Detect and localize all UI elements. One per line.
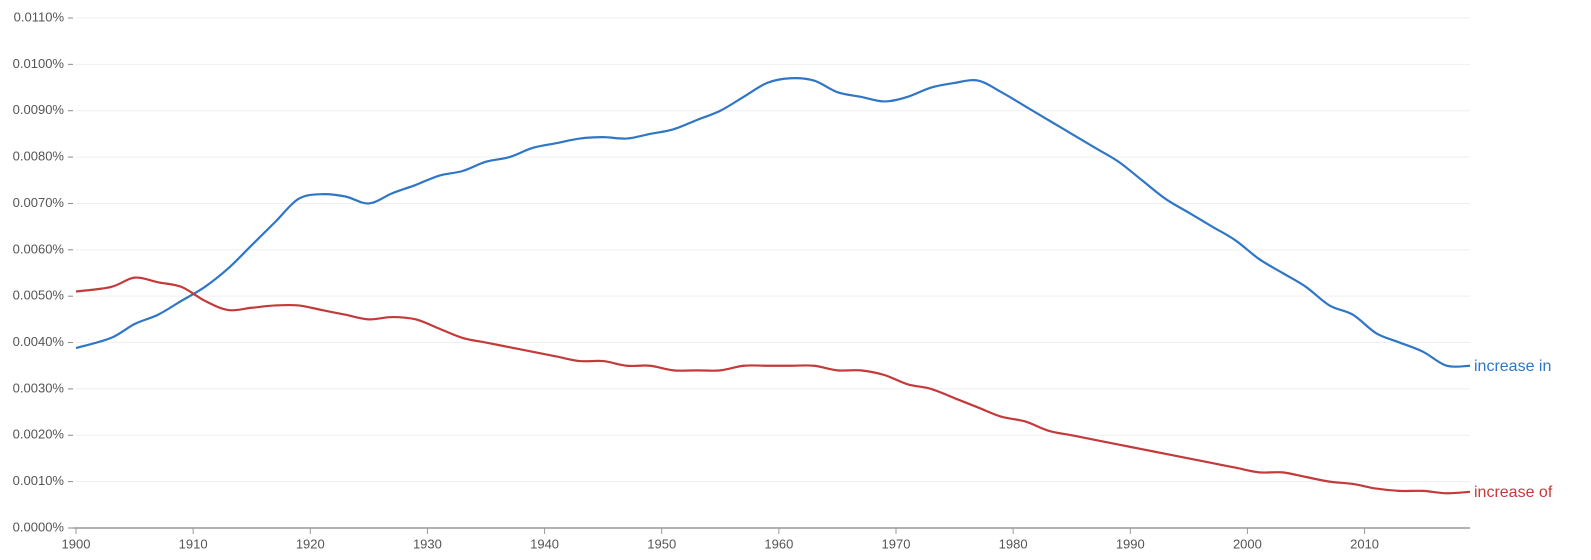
x-tick-label: 1990	[1116, 536, 1145, 551]
y-tick-label: 0.0020%	[13, 427, 65, 442]
y-tick-label: 0.0070%	[13, 195, 65, 210]
y-tick-label: 0.0040%	[13, 334, 65, 349]
x-tick-label: 1980	[999, 536, 1028, 551]
y-tick-label: 0.0110%	[14, 9, 65, 24]
x-tick-label: 1900	[62, 536, 91, 551]
x-tick-label: 1920	[296, 536, 325, 551]
series-label: increase in	[1474, 358, 1551, 375]
y-tick-label: 0.0060%	[13, 241, 65, 256]
y-tick-label: 0.0050%	[13, 288, 65, 303]
y-tick-label: 0.0010%	[13, 473, 65, 488]
x-tick-label: 2010	[1350, 536, 1379, 551]
x-tick-label: 1970	[882, 536, 911, 551]
x-tick-label: 1960	[764, 536, 793, 551]
series-line	[75, 77, 1471, 368]
y-tick-label: 0.0000%	[13, 519, 65, 534]
x-tick-label: 2000	[1233, 536, 1262, 551]
x-tick-label: 1910	[179, 536, 208, 551]
series-line	[75, 276, 1471, 495]
y-tick-label: 0.0100%	[13, 56, 65, 71]
y-tick-label: 0.0090%	[13, 102, 65, 117]
y-tick-label: 0.0030%	[13, 380, 65, 395]
x-tick-label: 1930	[413, 536, 442, 551]
x-tick-label: 1950	[647, 536, 676, 551]
y-tick-label: 0.0080%	[13, 149, 65, 164]
x-tick-label: 1940	[530, 536, 559, 551]
series-label: increase of	[1474, 484, 1553, 501]
